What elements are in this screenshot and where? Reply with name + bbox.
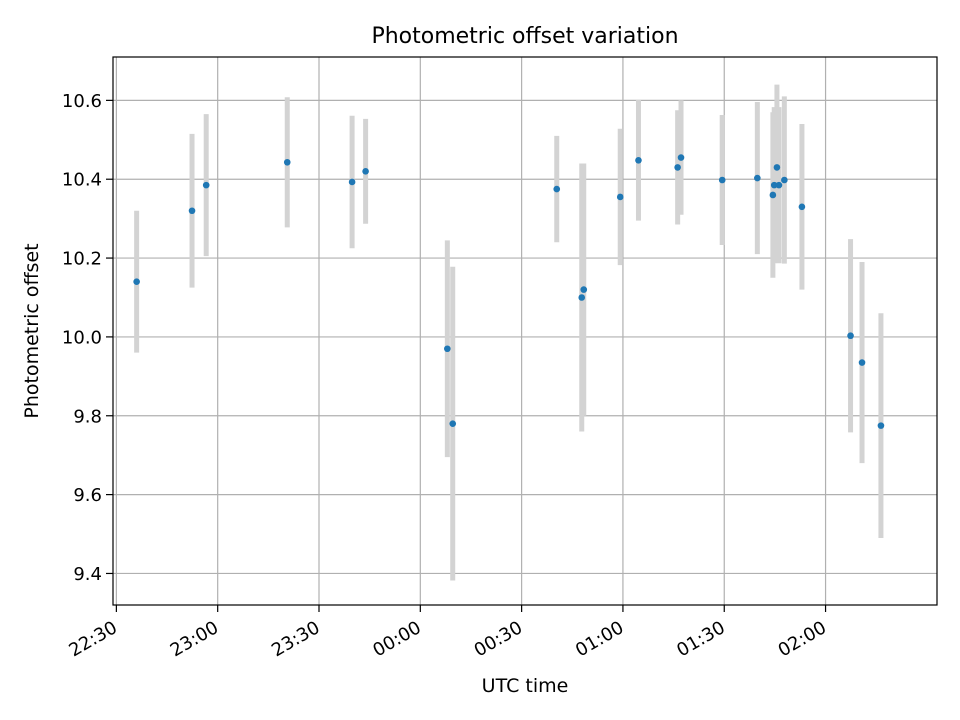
data-point <box>798 203 806 211</box>
data-point <box>580 286 588 293</box>
data-point <box>754 174 761 182</box>
data-point <box>133 278 140 286</box>
data-point <box>773 164 781 171</box>
y-tick-label: 9.8 <box>73 406 102 427</box>
data-point <box>677 154 685 161</box>
data-point <box>188 207 196 215</box>
data-point <box>616 193 624 201</box>
x-axis-label: UTC time <box>482 675 569 697</box>
y-axis-ticks: 9.4 9.6 9.8 10.0 10.2 10.4 10.6 <box>62 91 113 585</box>
data-point <box>718 176 726 184</box>
data-point <box>283 158 291 166</box>
data-point <box>877 422 885 429</box>
y-tick-label: 10.6 <box>62 91 102 112</box>
data-point <box>202 181 210 189</box>
data-point <box>449 420 457 427</box>
data-point <box>781 176 788 184</box>
data-point <box>578 294 586 301</box>
data-point <box>775 181 783 189</box>
y-tick-label: 10.4 <box>62 170 102 191</box>
data-point <box>362 168 369 175</box>
data-point <box>770 181 778 189</box>
y-axis-label: Photometric offset <box>21 243 43 418</box>
data-point <box>348 178 356 186</box>
chart-title: Photometric offset variation <box>371 24 678 49</box>
data-point <box>444 345 451 353</box>
y-tick-label: 9.6 <box>73 485 102 506</box>
data-points <box>133 154 885 429</box>
plot-frame <box>112 56 938 606</box>
y-tick-label: 10.0 <box>62 327 102 348</box>
y-tick-label: 10.2 <box>62 249 102 270</box>
y-tick-label: 9.4 <box>73 564 102 585</box>
data-point <box>847 332 854 340</box>
data-point <box>635 156 642 164</box>
data-point <box>858 359 866 366</box>
data-point <box>769 191 777 199</box>
data-point <box>553 185 561 193</box>
data-point <box>674 164 681 171</box>
